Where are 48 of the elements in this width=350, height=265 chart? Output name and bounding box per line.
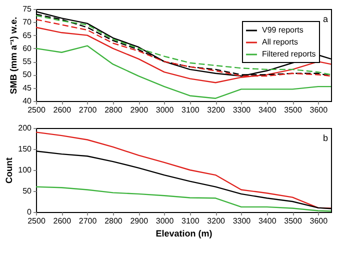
- x-tick-label: 2900: [130, 216, 149, 226]
- x-tick-label: 3400: [258, 106, 277, 114]
- y-tick-label: 55: [22, 57, 32, 66]
- y-tick-label: 150: [18, 144, 32, 154]
- x-tick-label: 3500: [284, 106, 302, 114]
- x-tick-label: 3300: [232, 216, 252, 226]
- legend-label: All reports: [262, 38, 298, 46]
- x-tick-label: 3300: [232, 106, 252, 114]
- annotation: b: [322, 133, 328, 143]
- x-tick-label: 2800: [104, 216, 123, 226]
- y-tick-label: 65: [22, 30, 32, 40]
- line-series: [35, 186, 332, 212]
- x-tick-label: 2600: [53, 216, 72, 226]
- legend-label: Filtered reports: [262, 50, 316, 58]
- x-axis-title: Elevation (m): [156, 228, 212, 238]
- y-tick-label: 75: [22, 4, 32, 14]
- x-tick-label: 2500: [28, 106, 46, 114]
- y-tick-label: 45: [22, 83, 32, 92]
- y-tick-label: 50: [22, 186, 32, 196]
- x-tick-label: 2500: [28, 216, 46, 226]
- x-tick-label: 2700: [78, 216, 98, 226]
- y-tick-label: 200: [18, 124, 32, 132]
- legend-label: V99 reports: [262, 26, 304, 34]
- y-tick-label: 50: [22, 70, 32, 80]
- x-tick-label: 3600: [310, 106, 328, 114]
- x-tick-label: 3500: [284, 216, 302, 226]
- y-tick-label: 0: [27, 208, 32, 216]
- line-series: [35, 45, 332, 99]
- x-tick-label: 3100: [182, 106, 200, 114]
- annotation: a: [322, 14, 328, 24]
- x-tick-label: 2600: [53, 106, 72, 114]
- x-tick-label: 3200: [207, 216, 226, 226]
- line-series: [35, 132, 332, 209]
- x-tick-label: 3600: [310, 216, 328, 226]
- x-tick-label: 3000: [156, 106, 174, 114]
- y-tick-label: 100: [18, 166, 32, 174]
- x-tick-label: 3000: [156, 216, 174, 226]
- x-tick-label: 3400: [258, 216, 277, 226]
- x-tick-label: 3100: [182, 216, 200, 226]
- y-axis-title: Count: [4, 158, 14, 184]
- y-axis-title: SMB (mm a⁻¹) w.e.: [8, 16, 19, 94]
- x-tick-label: 2700: [78, 106, 98, 114]
- x-tick-label: 3200: [207, 106, 226, 114]
- y-tick-label: 60: [22, 44, 32, 53]
- x-tick-label: 2900: [130, 106, 149, 114]
- x-tick-label: 2800: [104, 106, 123, 114]
- y-tick-label: 70: [22, 18, 32, 27]
- y-tick-label: 40: [22, 96, 32, 106]
